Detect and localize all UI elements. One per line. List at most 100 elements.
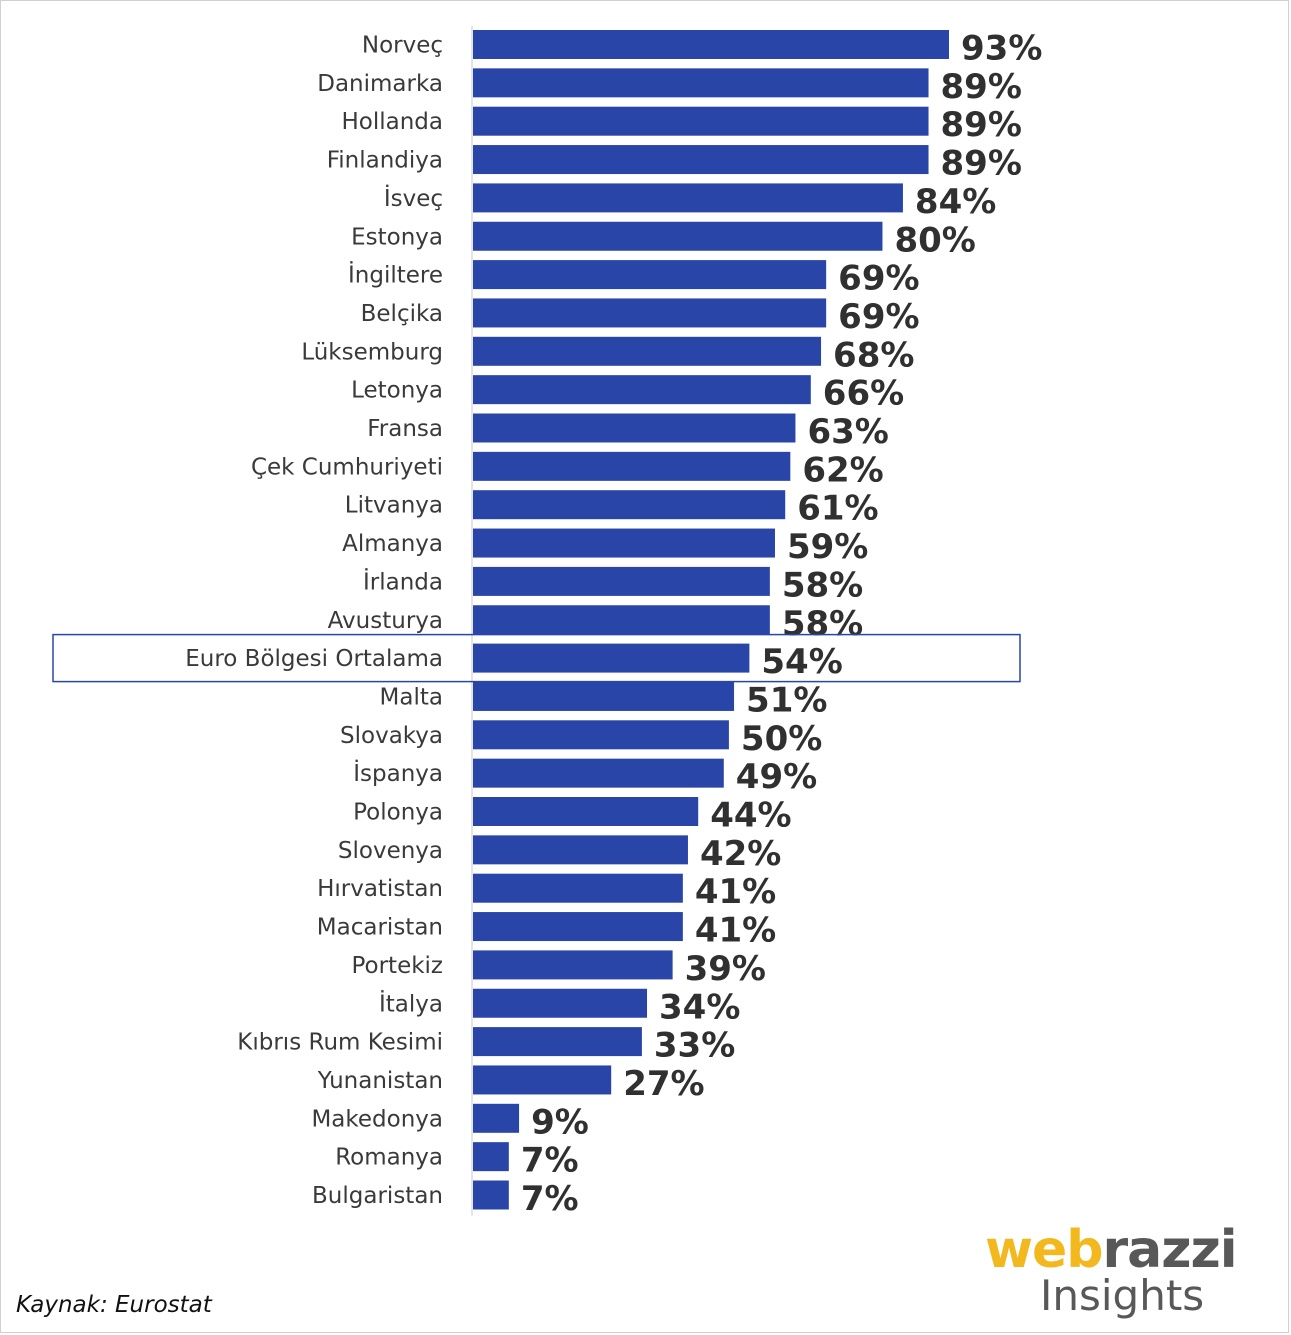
- bar-19: [473, 758, 724, 788]
- category-label: Euro Bölgesi Ortalama: [185, 646, 443, 672]
- value-label: 41%: [695, 911, 776, 951]
- category-label: Bulgaristan: [312, 1183, 443, 1209]
- category-label: Çek Cumhuriyeti: [251, 454, 443, 480]
- value-label: 59%: [787, 527, 868, 567]
- category-label: İrlanda: [363, 567, 443, 595]
- bar-29: [473, 1142, 509, 1172]
- bar-24: [473, 950, 673, 980]
- value-label: 27%: [623, 1064, 704, 1104]
- value-label: 33%: [654, 1026, 735, 1066]
- logo-brand-part2: razzi: [1102, 1220, 1238, 1280]
- bar-15: [473, 605, 770, 635]
- category-label: Slovenya: [338, 838, 443, 864]
- category-label: Danimarka: [317, 71, 443, 97]
- bar-30: [473, 1180, 509, 1210]
- bar-2: [473, 106, 929, 136]
- category-label: Norveç: [362, 33, 443, 59]
- category-label: Kıbrıs Rum Kesimi: [237, 1030, 443, 1056]
- bar-7: [473, 298, 827, 328]
- category-label: Finlandiya: [327, 148, 443, 174]
- value-label: 41%: [695, 872, 776, 912]
- bar-13: [473, 528, 775, 558]
- bar-14: [473, 566, 770, 596]
- bars-layer: [473, 30, 949, 1210]
- value-label: 54%: [761, 642, 842, 682]
- bar-9: [473, 375, 811, 405]
- bar-5: [473, 221, 883, 251]
- value-label: 39%: [685, 949, 766, 989]
- category-label: Litvanya: [345, 493, 443, 519]
- bar-8: [473, 336, 822, 366]
- value-label: 66%: [823, 374, 904, 414]
- bar-17: [473, 681, 735, 711]
- value-label: 58%: [782, 604, 863, 644]
- bar-12: [473, 490, 786, 520]
- value-label: 7%: [521, 1179, 579, 1219]
- category-label: Hollanda: [341, 109, 443, 135]
- bar-21: [473, 835, 688, 865]
- category-label: Lüksemburg: [301, 339, 443, 365]
- category-label: İtalya: [379, 989, 443, 1017]
- category-label: İspanya: [353, 759, 443, 787]
- bar-11: [473, 451, 791, 481]
- logo-subtitle: Insights: [1040, 1271, 1205, 1320]
- category-label: İsveç: [384, 184, 443, 212]
- value-label: 51%: [746, 680, 827, 720]
- value-label: 42%: [700, 834, 781, 874]
- bar-10: [473, 413, 796, 443]
- bar-16: [473, 643, 750, 673]
- category-label: Portekiz: [351, 953, 443, 979]
- category-label: Romanya: [335, 1145, 443, 1171]
- bar-23: [473, 912, 683, 942]
- category-label: Yunanistan: [317, 1068, 443, 1094]
- bar-1: [473, 68, 929, 98]
- value-labels-layer: 93%89%89%89%84%80%69%69%68%66%63%62%61%5…: [521, 29, 1043, 1220]
- value-label: 9%: [531, 1102, 589, 1142]
- value-label: 61%: [797, 489, 878, 529]
- bar-20: [473, 797, 699, 826]
- value-label: 93%: [961, 29, 1042, 69]
- source-note: Kaynak: Eurostat: [16, 1292, 212, 1318]
- category-label: Makedonya: [311, 1106, 443, 1132]
- highlight-box: [52, 633, 1021, 683]
- category-label: Polonya: [353, 800, 443, 826]
- value-label: 69%: [838, 297, 919, 337]
- value-label: 7%: [521, 1141, 579, 1181]
- bar-6: [473, 260, 827, 290]
- value-label: 62%: [802, 450, 883, 490]
- category-label: Slovakya: [340, 723, 443, 749]
- value-label: 44%: [710, 796, 791, 836]
- category-label: Belçika: [361, 301, 443, 327]
- logo-brand: webrazzi: [985, 1220, 1238, 1280]
- category-label: Macaristan: [317, 915, 443, 941]
- value-label: 84%: [915, 182, 996, 222]
- value-label: 89%: [941, 144, 1022, 184]
- category-label: Almanya: [342, 531, 443, 557]
- logo-brand-part1: web: [985, 1220, 1104, 1280]
- category-label: Letonya: [351, 378, 443, 404]
- bar-25: [473, 988, 648, 1018]
- bar-4: [473, 183, 903, 213]
- bar-chart: Norveç Danimarka Hollanda Finlandiya İsveç Es…: [52, 26, 1043, 1220]
- value-label: 58%: [782, 565, 863, 605]
- category-label: İngiltere: [348, 261, 443, 289]
- bar-22: [473, 873, 683, 903]
- value-label: 89%: [941, 105, 1022, 145]
- category-label: Hırvatistan: [317, 876, 443, 902]
- value-label: 68%: [833, 335, 914, 375]
- category-labels-layer: Norveç Danimarka Hollanda Finlandiya İsveç Es…: [185, 33, 443, 1210]
- bar-26: [473, 1027, 642, 1057]
- value-label: 89%: [941, 67, 1022, 107]
- value-label: 49%: [736, 757, 817, 797]
- webrazzi-insights-logo: webrazzi Insights: [985, 1222, 1275, 1322]
- category-label: Estonya: [351, 224, 443, 250]
- bar-3: [473, 145, 929, 175]
- value-label: 69%: [838, 259, 919, 299]
- category-label: Avusturya: [328, 608, 443, 634]
- category-label: Fransa: [367, 416, 443, 442]
- bar-27: [473, 1065, 612, 1095]
- value-label: 34%: [659, 987, 740, 1027]
- value-label: 80%: [894, 220, 975, 260]
- bar-0: [473, 30, 949, 59]
